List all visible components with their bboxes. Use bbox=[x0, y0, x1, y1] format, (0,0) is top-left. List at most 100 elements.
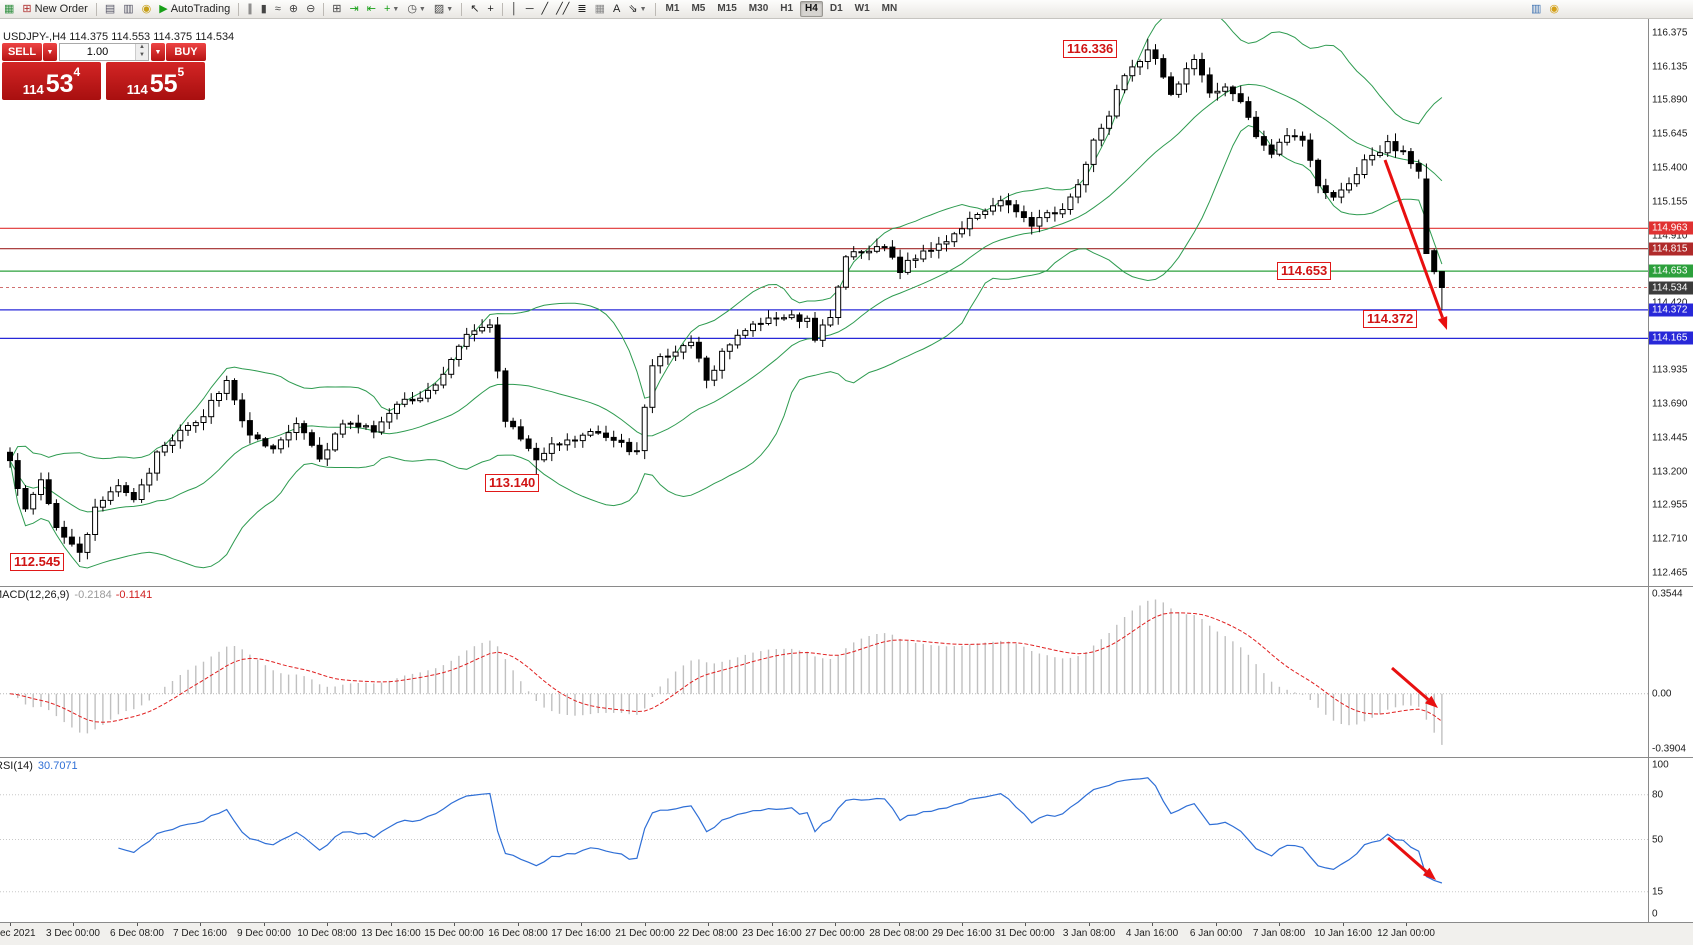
periods-icon: ◷ bbox=[407, 3, 417, 15]
ask-pip-digit: 5 bbox=[177, 65, 185, 79]
time-axis-label: 28 Dec 08:00 bbox=[869, 928, 929, 939]
rsi-panel[interactable] bbox=[0, 757, 1648, 922]
timeframe-m5[interactable]: M5 bbox=[691, 3, 706, 14]
time-axis-label: 15 Dec 00:00 bbox=[424, 928, 484, 939]
channel-icon: ╱╱ bbox=[556, 3, 570, 15]
zoom-out-icon[interactable]: ⊖ bbox=[303, 1, 318, 17]
bid-price-button[interactable]: 114 53 4 bbox=[2, 62, 101, 100]
timeframe-m1[interactable]: M1 bbox=[665, 3, 680, 14]
terminal-icon[interactable]: ◉ bbox=[139, 1, 155, 17]
price-callout: 116.336 bbox=[1063, 40, 1118, 58]
zoom-in-icon: ⊕ bbox=[288, 3, 299, 15]
auto-scroll-icon[interactable]: ⇥ bbox=[347, 1, 362, 17]
timeframe-h4[interactable]: H4 bbox=[800, 1, 823, 17]
periods-icon[interactable]: ◷ ▼ bbox=[404, 1, 429, 17]
depth-of-market-icon[interactable]: ▥ bbox=[1528, 1, 1544, 17]
vertical-line-icon[interactable]: │ bbox=[508, 1, 521, 17]
time-axis-label: 9 Dec 00:00 bbox=[237, 928, 291, 939]
price-scale-tick: 15 bbox=[1652, 886, 1664, 898]
channel-icon[interactable]: ╱╱ bbox=[553, 1, 572, 17]
volume-field: ▲ ▼ bbox=[59, 43, 149, 61]
text-label-icon: A bbox=[613, 3, 621, 15]
volume-down-button[interactable]: ▼ bbox=[136, 52, 148, 60]
sell-options-caret[interactable]: ▼ bbox=[43, 43, 57, 61]
templates-icon[interactable]: ▨ ▼ bbox=[431, 1, 456, 17]
market-watch-icon[interactable]: ▤ bbox=[102, 1, 118, 17]
price-scale-tick: -0.3904 bbox=[1652, 743, 1686, 755]
panel-separator[interactable] bbox=[0, 757, 1693, 758]
crosshair-icon[interactable]: + bbox=[484, 1, 496, 17]
chart-shift-icon[interactable]: ⇤ bbox=[364, 1, 379, 17]
zoom-in-icon[interactable]: ⊕ bbox=[286, 1, 301, 17]
arrows-tool-icon[interactable]: ⇘ ▼ bbox=[625, 1, 649, 17]
price-scale-tick: 114.420 bbox=[1652, 298, 1687, 309]
ask-price-button[interactable]: 114 55 5 bbox=[106, 62, 205, 100]
time-axis[interactable]: 1 Dec 2021 3 Dec 00:00 6 Dec 08:00 7 Dec 16… bbox=[0, 922, 1693, 945]
horizontal-line-icon: ─ bbox=[525, 3, 534, 15]
price-chart[interactable] bbox=[0, 18, 1648, 586]
panel-separator[interactable] bbox=[0, 586, 1693, 587]
time-axis-label: 29 Dec 16:00 bbox=[932, 928, 992, 939]
volume-spinner: ▲ ▼ bbox=[135, 44, 148, 60]
cursor-icon: ↖ bbox=[470, 3, 480, 15]
time-axis-tick bbox=[581, 923, 582, 926]
price-scale-tick: 115.890 bbox=[1652, 94, 1688, 106]
crosshair-icon: + bbox=[487, 3, 494, 15]
vertical-line-icon: │ bbox=[510, 3, 518, 15]
timeframe-mn[interactable]: MN bbox=[881, 3, 898, 14]
time-axis-label: 4 Jan 16:00 bbox=[1125, 928, 1179, 939]
time-axis-tick bbox=[1279, 923, 1280, 926]
timeframe-d1[interactable]: D1 bbox=[829, 3, 843, 14]
text-label-icon[interactable]: A bbox=[610, 1, 623, 17]
trendline-icon[interactable]: ╱ bbox=[539, 1, 552, 17]
timeframe-w1[interactable]: W1 bbox=[854, 3, 870, 14]
metaquotes-icon: ◉ bbox=[1549, 3, 1559, 15]
bar-chart-icon[interactable]: ∥ bbox=[244, 1, 256, 17]
indicators-icon[interactable]: + ▼ bbox=[381, 1, 402, 17]
macd-panel[interactable] bbox=[0, 586, 1648, 757]
grid-icon[interactable]: ▦ bbox=[592, 1, 608, 17]
price-scale-tick: 100 bbox=[1652, 759, 1669, 771]
new-order-button[interactable]: ⊞ New Order bbox=[19, 1, 90, 17]
cursor-icon[interactable]: ↖ bbox=[467, 1, 482, 17]
timeframe-m15[interactable]: M15 bbox=[717, 3, 737, 14]
timeframe-h1[interactable]: H1 bbox=[780, 3, 794, 14]
price-scale-tick: 112.710 bbox=[1652, 533, 1688, 545]
tile-windows-icon[interactable]: ⊞ bbox=[329, 1, 344, 17]
rsi-indicator-label: RSI(14) 30.7071 bbox=[0, 760, 78, 772]
price-scale-tick: 112.465 bbox=[1652, 567, 1688, 579]
metaquotes-icon[interactable]: ◉ bbox=[1546, 1, 1562, 17]
ask-prefix: 114 bbox=[126, 82, 148, 97]
time-axis-label: 6 Jan 00:00 bbox=[1189, 928, 1243, 939]
candlestick-chart-icon[interactable]: ▮ bbox=[258, 1, 270, 17]
time-axis-tick bbox=[1025, 923, 1026, 926]
fibonacci-icon[interactable]: ≣ bbox=[574, 1, 589, 17]
volume-input[interactable] bbox=[60, 44, 135, 60]
time-axis-label: 31 Dec 00:00 bbox=[995, 928, 1055, 939]
price-scale-highlight-label: 114.534 bbox=[1649, 281, 1693, 294]
trendline-icon: ╱ bbox=[541, 3, 549, 15]
buy-options-caret[interactable]: ▼ bbox=[151, 43, 165, 61]
price-scale-highlight-label: 114.372 bbox=[1649, 303, 1693, 317]
time-axis-tick bbox=[391, 923, 392, 926]
line-chart-icon[interactable]: ≈ bbox=[272, 1, 284, 17]
timeframe-m30[interactable]: M30 bbox=[748, 3, 769, 14]
data-window-icon[interactable]: ▥ bbox=[120, 1, 136, 17]
macd-signal-value: -0.1141 bbox=[115, 589, 153, 601]
new-chart-icon[interactable]: ▦ bbox=[1, 1, 17, 17]
fibonacci-icon: ≣ bbox=[577, 3, 587, 15]
sell-button[interactable]: SELL bbox=[2, 43, 42, 61]
autotrading-button[interactable]: ▶ AutoTrading bbox=[156, 1, 233, 17]
horizontal-line-icon[interactable]: ─ bbox=[523, 1, 537, 17]
time-axis-label: 16 Dec 08:00 bbox=[488, 928, 548, 939]
volume-up-button[interactable]: ▲ bbox=[136, 44, 148, 52]
buy-button[interactable]: BUY bbox=[166, 43, 206, 61]
time-axis-label: 17 Dec 16:00 bbox=[551, 928, 611, 939]
line-chart-icon: ≈ bbox=[274, 3, 281, 15]
price-scale[interactable]: 116.375 116.135 115.890 115.645 115.400 115.1… bbox=[1648, 18, 1693, 922]
time-axis-label: 21 Dec 00:00 bbox=[615, 928, 675, 939]
time-axis-tick bbox=[10, 923, 11, 926]
time-axis-tick bbox=[327, 923, 328, 926]
time-axis-tick bbox=[645, 923, 646, 926]
data-window-icon: ▥ bbox=[123, 3, 134, 15]
